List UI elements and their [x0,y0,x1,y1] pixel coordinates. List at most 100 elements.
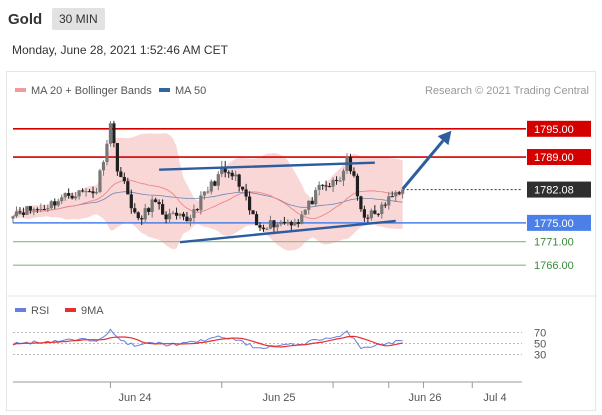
candle [49,201,53,209]
candle [136,212,140,219]
candle [279,221,283,225]
candle [157,202,161,205]
resistance-label-box [527,149,591,166]
channel-upper-line [159,161,375,171]
candle [227,172,231,174]
resistance-label: 1789.00 [534,152,574,164]
candle [174,212,179,216]
rsi-ma-line [12,335,403,348]
candle [380,204,384,215]
candle [53,201,57,206]
candle [133,208,137,213]
candle [383,204,387,206]
candle [119,171,123,178]
candle [147,208,151,212]
candle [11,216,15,219]
support-label-box [527,214,591,231]
candle [220,166,224,175]
candle [35,209,39,211]
candle [46,208,50,210]
candle [164,214,168,220]
candle [150,199,154,212]
candle [338,180,342,182]
candle [237,174,241,187]
candle [42,209,46,211]
chart-panel: MA 20 + Bollinger Bands MA 50 Research © 2… [6,71,597,411]
candle [206,191,210,193]
candle [209,181,213,192]
candle [334,179,339,181]
candle [60,197,64,202]
last-price-label: 1782.08 [534,185,574,197]
candle [129,194,133,209]
target-label: 1771.00 [534,237,574,249]
last-price-label-box [527,181,591,198]
rsi-legend-swatch [15,308,26,312]
candle [331,179,335,187]
x-tick-label: Jun 24 [118,392,151,404]
candle [21,212,26,215]
candle [63,193,67,198]
candle [94,191,99,194]
legend-label: MA 50 [175,85,206,97]
price-and-rsi-chart: MA 20 + Bollinger Bands MA 50 Research © 2… [7,85,597,404]
candle [254,214,259,226]
candle [91,191,95,194]
candle [362,209,366,218]
candle [80,190,85,192]
x-tick-label: Jun 26 [408,392,441,404]
rsi-legend-swatch [65,308,76,312]
candle [216,174,220,186]
candle [56,201,60,206]
candle [87,191,92,193]
candle [376,213,380,215]
candle [247,196,252,211]
candle [39,209,43,211]
candle [32,209,36,211]
candle [282,221,286,224]
candle [14,211,19,217]
candle [341,170,346,181]
candle [321,184,325,186]
candle [178,213,182,216]
rsi-legend-label: RSI [31,305,49,317]
candle [314,190,318,205]
candle [272,220,276,228]
candle [143,208,147,220]
candle [188,217,193,222]
candle [230,172,234,177]
candle [369,210,373,219]
candle [181,213,186,217]
candle [115,143,119,172]
candle [265,228,269,230]
candle [18,211,22,213]
chart-header: Gold 30 MIN [0,0,602,40]
resistance-label-box [527,120,591,137]
rsi-line [12,328,403,350]
candle [74,196,78,199]
forecast-arrow-shaft [401,139,445,190]
timeframe-badge[interactable]: 30 MIN [52,8,105,30]
candle [154,199,158,203]
x-tick-label: Jul 4 [483,392,506,404]
support-label: 1775.00 [534,218,574,230]
candle [25,206,29,215]
candle [359,196,363,210]
candle [192,209,196,218]
resistance-label: 1795.00 [534,124,574,136]
candle [366,217,370,219]
candle [328,186,332,188]
rsi-tick-label: 70 [534,328,546,340]
legend-swatch [159,88,170,92]
candle [300,214,304,224]
ma20-line [12,179,403,220]
candle [390,196,394,198]
x-tick-label: Jun 25 [262,392,295,404]
channel-lower-line [179,219,396,244]
candle [307,200,311,210]
candle [261,227,266,230]
candle [185,216,189,222]
candle [317,184,321,191]
candle [387,196,391,206]
candle [213,181,217,186]
